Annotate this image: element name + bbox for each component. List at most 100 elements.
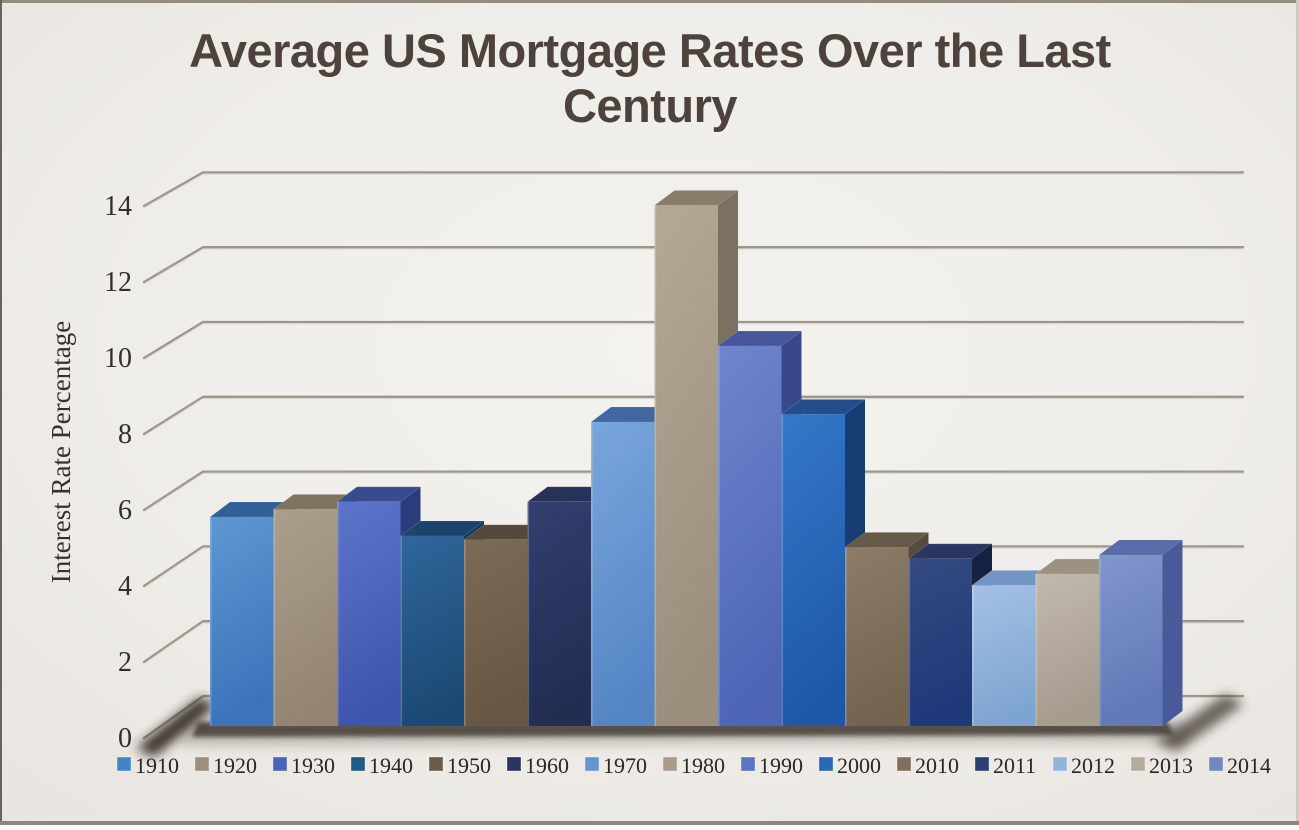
legend-swatch-2013 xyxy=(1130,756,1146,772)
bar-1960-front-face xyxy=(527,501,591,726)
gridline-highlight-10 xyxy=(143,323,1244,361)
chart-title-line2: Century xyxy=(563,79,737,132)
gridline-8 xyxy=(142,395,1245,436)
legend-item-1980: 1980 xyxy=(662,753,725,778)
legend-label-1950: 1950 xyxy=(447,753,491,778)
y-tick-label-10: 10 xyxy=(104,343,132,374)
legend-swatch-1930 xyxy=(272,756,288,772)
gridline-highlight-12 xyxy=(143,248,1244,285)
bar-2000-edge-highlight xyxy=(781,414,784,726)
bar-2011-front-face xyxy=(908,558,972,726)
bar-1970-front-face xyxy=(591,422,655,726)
legend-item-1950: 1950 xyxy=(428,753,491,778)
legend-label-2000: 2000 xyxy=(837,753,881,778)
legend-swatch-2000 xyxy=(818,756,834,772)
legend-swatch-1970 xyxy=(584,756,600,772)
bar-1920-front-face xyxy=(273,509,337,726)
bar-1950-front-face xyxy=(464,539,528,726)
bar-1930-front-face xyxy=(337,501,401,726)
legend-label-1960: 1960 xyxy=(525,753,569,778)
bar-2014-side-face xyxy=(1162,540,1183,726)
legend-item-2011: 2011 xyxy=(974,753,1036,778)
bar-1990-edge-highlight xyxy=(718,346,720,726)
gridline-highlight-8 xyxy=(143,398,1244,437)
chart-title-line1: Average US Mortgage Rates Over the Last xyxy=(189,24,1112,77)
legend-item-1930: 1930 xyxy=(272,753,335,778)
bar-1970-edge-highlight xyxy=(591,422,593,726)
floor-shadow-right-wedge xyxy=(1155,694,1244,752)
bar-2014-front-face xyxy=(1099,555,1163,726)
y-axis-tick-labels: 0 2 4 6 8 10 12 14 xyxy=(104,191,132,754)
gridlines-layer xyxy=(142,171,1245,741)
gridline-12 xyxy=(142,246,1245,284)
legend-item-2010: 2010 xyxy=(896,753,959,778)
legend: 1910 1920 1930 1940 1950 1960 1970 1980 1990 2000… xyxy=(116,753,1271,778)
frame-outer-bottom-strip xyxy=(0,825,1299,830)
bar-1960-edge-highlight xyxy=(527,501,530,726)
gridline-highlight-14 xyxy=(143,173,1244,209)
y-axis-title: Interest Rate Percentage xyxy=(46,321,76,583)
legend-label-1980: 1980 xyxy=(681,753,725,778)
bar-1980-front-face xyxy=(654,205,718,726)
legend-label-2013: 2013 xyxy=(1149,753,1193,778)
bar-1910-front-face xyxy=(210,517,274,726)
legend-item-1920: 1920 xyxy=(194,753,257,778)
legend-swatch-1990 xyxy=(740,756,756,772)
legend-swatch-1910 xyxy=(116,756,132,772)
frame-border-right xyxy=(1296,0,1299,825)
legend-label-2014: 2014 xyxy=(1227,753,1271,778)
y-tick-label-8: 8 xyxy=(118,419,132,450)
legend-swatch-2011 xyxy=(974,756,990,772)
bar-2010-edge-highlight xyxy=(845,547,847,726)
y-tick-label-0: 0 xyxy=(118,723,132,754)
y-tick-label-6: 6 xyxy=(118,495,132,526)
legend-item-1970: 1970 xyxy=(584,753,647,778)
legend-swatch-2012 xyxy=(1052,756,1068,772)
bar-2013-edge-highlight xyxy=(1035,574,1038,726)
bar-2010-front-face xyxy=(845,547,909,726)
legend-item-1940: 1940 xyxy=(350,753,413,778)
bars-layer xyxy=(209,190,1184,726)
legend-swatch-1940 xyxy=(350,756,366,772)
legend-label-1910: 1910 xyxy=(135,753,179,778)
y-tick-label-2: 2 xyxy=(118,647,132,678)
legend-swatch-1960 xyxy=(506,756,522,772)
legend-item-2014: 2014 xyxy=(1208,753,1271,778)
bar-1950-edge-highlight xyxy=(464,539,466,726)
legend-label-1990: 1990 xyxy=(759,753,803,778)
bar-2012-front-face xyxy=(972,585,1036,726)
floor-shadow-left-wedge xyxy=(136,697,216,757)
bar-1940-front-face xyxy=(400,536,464,726)
bar-2000-front-face xyxy=(781,414,845,726)
legend-label-1920: 1920 xyxy=(213,753,257,778)
legend-swatch-1980 xyxy=(662,756,678,772)
bar-2013-front-face xyxy=(1035,574,1099,726)
legend-label-1970: 1970 xyxy=(603,753,647,778)
legend-item-2000: 2000 xyxy=(818,753,881,778)
legend-label-2010: 2010 xyxy=(915,753,959,778)
bar-2014 xyxy=(1098,539,1184,726)
bar-2012-edge-highlight xyxy=(972,585,974,726)
y-tick-label-4: 4 xyxy=(118,571,132,602)
legend-label-1930: 1930 xyxy=(291,753,335,778)
gridline-6 xyxy=(142,470,1245,512)
legend-swatch-1950 xyxy=(428,756,444,772)
y-tick-label-12: 12 xyxy=(104,267,132,298)
legend-item-2013: 2013 xyxy=(1130,753,1193,778)
legend-label-2011: 2011 xyxy=(993,753,1036,778)
legend-item-1960: 1960 xyxy=(506,753,569,778)
frame-border-left xyxy=(0,0,2,825)
legend-swatch-2010 xyxy=(896,756,912,772)
bar-1920-edge-highlight xyxy=(273,509,276,726)
y-tick-label-14: 14 xyxy=(104,191,132,222)
frame-border-bottom xyxy=(0,821,1299,825)
legend-label-2012: 2012 xyxy=(1071,753,1115,778)
bar-1990-front-face xyxy=(718,346,782,726)
gridline-14 xyxy=(142,171,1245,208)
legend-item-1990: 1990 xyxy=(740,753,803,778)
gridline-10 xyxy=(142,320,1245,360)
legend-item-2012: 2012 xyxy=(1052,753,1115,778)
frame-border-top xyxy=(0,0,1299,3)
